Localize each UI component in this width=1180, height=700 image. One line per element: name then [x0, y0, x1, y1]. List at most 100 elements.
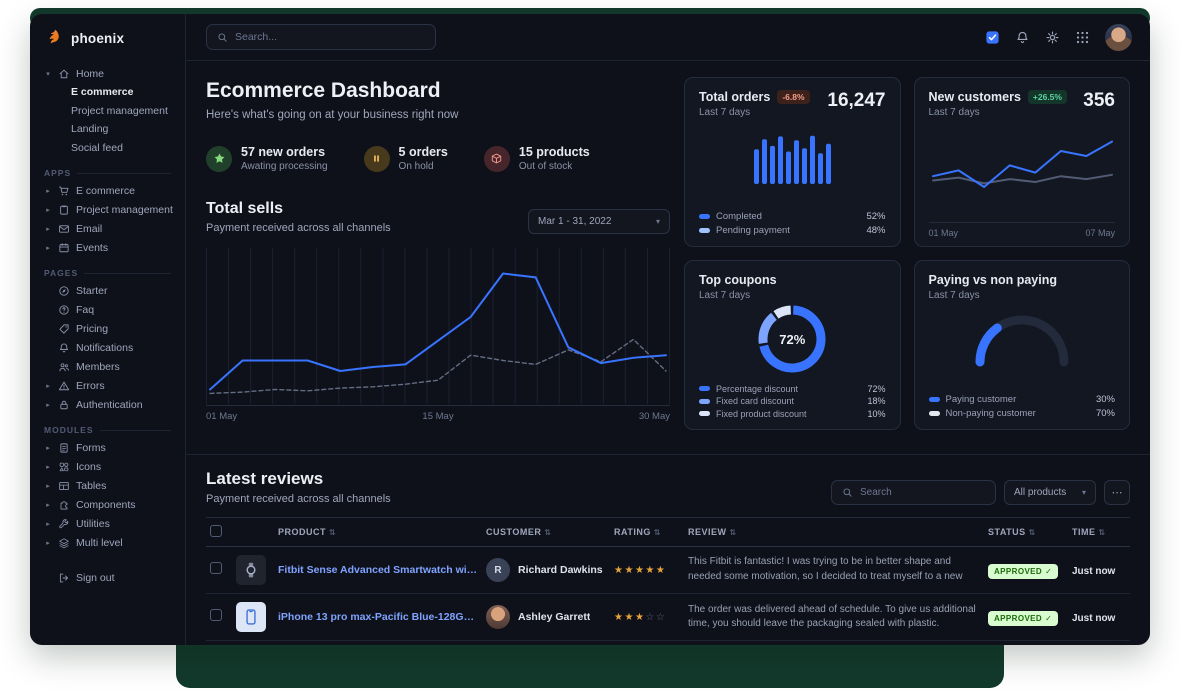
- sidebar-item-members[interactable]: Members: [30, 357, 185, 376]
- sidebar-item-icons[interactable]: ▸ Icons: [30, 457, 185, 476]
- legend-value: 72%: [867, 383, 886, 394]
- row-checkbox[interactable]: [210, 562, 222, 574]
- paying-legend: Paying customer 30% Non-paying customer 70%: [928, 392, 1115, 420]
- customer-name: Richard Dawkins: [518, 564, 603, 576]
- sidebar-item-utilities[interactable]: ▸ Utilities: [30, 514, 185, 533]
- topbar-actions: [985, 23, 1132, 51]
- sidebar-item-tables[interactable]: ▸ Tables: [30, 476, 185, 495]
- stat-value: 15 products: [518, 145, 590, 159]
- page-title: Ecommerce Dashboard: [206, 79, 441, 102]
- star-icon: [206, 145, 232, 172]
- stat-value: 57 new orders: [241, 145, 326, 159]
- legend-row: Fixed card discount 18%: [699, 395, 886, 408]
- card-period: Last 7 days: [699, 107, 751, 118]
- sidebar-section-label: APPS: [30, 168, 185, 178]
- reviews-controls: All products ▾ ⋯: [831, 480, 1130, 505]
- caret-right-icon: ▸: [46, 520, 50, 528]
- sidebar-item-faq[interactable]: Faq: [30, 300, 185, 319]
- sidebar-item-project-management[interactable]: ▸ Project management: [30, 200, 185, 219]
- products-filter-select[interactable]: All products ▾: [1004, 480, 1096, 505]
- legend-row: Completed 52%: [699, 209, 886, 223]
- apps-grid-icon[interactable]: [1075, 30, 1090, 45]
- sidebar-item-social-feed[interactable]: Social feed: [71, 141, 123, 154]
- phoenix-logo-icon: [44, 28, 64, 48]
- sidebar-item-label: Notifications: [76, 341, 134, 354]
- sidebar-item-email[interactable]: ▸ Email: [30, 219, 185, 238]
- sidebar-item-home[interactable]: ▾ Home: [30, 64, 185, 83]
- select-all-checkbox[interactable]: [210, 525, 222, 537]
- total-orders-card: Total orders -6.8% Last 7 days 16,247 Co…: [684, 77, 901, 247]
- sidebar-item-notifications[interactable]: Notifications: [30, 338, 185, 357]
- paying-gauge-chart: [915, 305, 1130, 367]
- sort-icon: ⇅: [544, 528, 552, 537]
- sidebar-item-forms[interactable]: ▸ Forms: [30, 438, 185, 457]
- bell-icon[interactable]: [1015, 30, 1030, 45]
- sidebar-item-label: Email: [76, 222, 103, 235]
- total-orders-chart: [699, 126, 886, 184]
- page-content: Ecommerce Dashboard Here's what's going …: [186, 61, 1150, 645]
- x-tick: 01 May: [206, 411, 238, 422]
- sort-icon: ⇅: [729, 528, 737, 537]
- sidebar-item-events[interactable]: ▸ Events: [30, 238, 185, 257]
- caret-right-icon: ▸: [46, 225, 50, 233]
- reviews-search[interactable]: [831, 480, 996, 505]
- legend-swatch: [699, 398, 710, 404]
- sidebar-item-e-commerce[interactable]: E commerce: [71, 86, 134, 99]
- column-time[interactable]: TIME ⇅: [1068, 517, 1130, 547]
- sidebar-nav: ▾ Home E commerce Project management Landing…: [30, 56, 185, 645]
- sidebar-item-label: Faq: [76, 303, 95, 316]
- column-rating[interactable]: RATING ⇅: [610, 517, 684, 547]
- product-thumbnail-phone: [236, 602, 266, 632]
- legend-label: Completed: [716, 210, 762, 222]
- status-badge: APPROVED ✓: [988, 611, 1059, 626]
- users-icon: [58, 361, 70, 373]
- caret-right-icon: ▸: [46, 187, 50, 195]
- column-review[interactable]: REVIEW ⇅: [684, 517, 984, 547]
- product-link[interactable]: Fitbit Sense Advanced Smartwatch with To…: [278, 564, 478, 576]
- sidebar-item-pricing[interactable]: Pricing: [30, 319, 185, 338]
- sidebar-item-errors[interactable]: ▸ Errors: [30, 376, 185, 395]
- sidebar-item-project-management[interactable]: Project management: [71, 104, 168, 117]
- user-avatar[interactable]: [1105, 23, 1132, 51]
- sidebar-item-authentication[interactable]: ▸ Authentication: [30, 395, 185, 414]
- search-icon: [842, 487, 853, 498]
- row-checkbox[interactable]: [210, 609, 222, 621]
- sidebar-item-label: E commerce: [76, 184, 135, 197]
- new-customers-x-axis: 01 May 07 May: [928, 222, 1115, 238]
- bell-icon: [58, 342, 70, 354]
- total-orders-value: 16,247: [827, 90, 886, 111]
- donut-center-label: 72%: [779, 332, 806, 347]
- review-time: Just now: [1072, 566, 1116, 577]
- reviews-search-input[interactable]: [860, 487, 992, 498]
- sidebar-item-starter[interactable]: Starter: [30, 281, 185, 300]
- sidebar-section-label: PAGES: [30, 268, 185, 278]
- gear-icon[interactable]: [1045, 30, 1060, 45]
- card-title: Paying vs non paying: [928, 273, 1058, 287]
- sidebar-item-components[interactable]: ▸ Components: [30, 495, 185, 514]
- date-range-select[interactable]: Mar 1 - 31, 2022 ▾: [528, 209, 670, 234]
- x-tick: 15 May: [422, 411, 454, 422]
- sidebar-item-e-commerce[interactable]: ▸ E commerce: [30, 181, 185, 200]
- column-customer[interactable]: CUSTOMER ⇅: [482, 517, 610, 547]
- card-period: Last 7 days: [928, 107, 980, 118]
- column-product[interactable]: PRODUCT ⇅: [274, 517, 482, 547]
- brand-logo[interactable]: phoenix: [30, 14, 185, 56]
- sidebar-item-sign-out[interactable]: Sign out: [30, 568, 185, 587]
- legend-value: 18%: [867, 396, 886, 407]
- legend-swatch: [699, 411, 710, 417]
- wrench-icon: [58, 518, 70, 530]
- chevron-down-icon: ▾: [655, 217, 660, 226]
- sidebar-item-multi-level[interactable]: ▸ Multi level: [30, 533, 185, 552]
- sidebar-item-landing[interactable]: Landing: [71, 123, 109, 136]
- column-status[interactable]: STATUS ⇅: [984, 517, 1068, 547]
- search-input[interactable]: [235, 31, 425, 43]
- new-customers-card: New customers +26.5% Last 7 days 356 01 …: [913, 77, 1130, 247]
- theme-checkbox-icon[interactable]: [985, 30, 1000, 45]
- global-search[interactable]: [206, 24, 436, 50]
- top-coupons-legend: Percentage discount 72% Fixed card discoun…: [699, 383, 886, 421]
- card-title: New customers: [928, 90, 1021, 104]
- more-button[interactable]: ⋯: [1104, 480, 1130, 505]
- product-link[interactable]: iPhone 13 pro max-Pacific Blue-128GB sto…: [278, 611, 478, 623]
- review-row: iPhone 13 pro max-Pacific Blue-128GB sto…: [206, 593, 1130, 641]
- table-icon: [58, 480, 70, 492]
